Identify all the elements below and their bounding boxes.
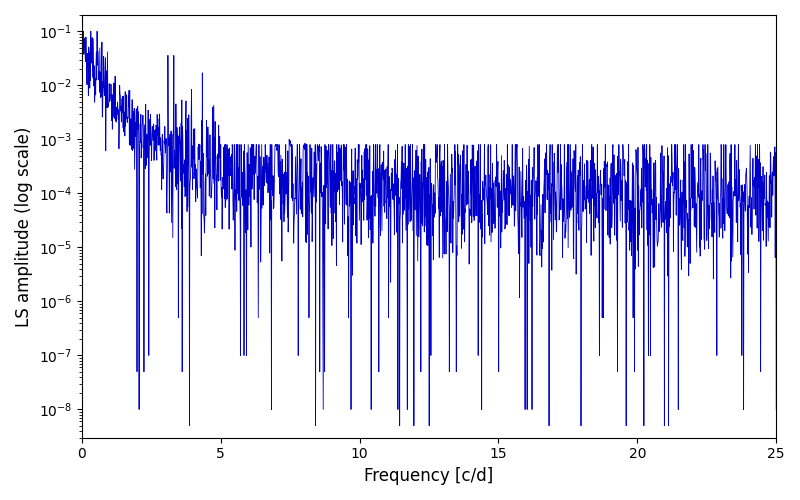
X-axis label: Frequency [c/d]: Frequency [c/d] <box>364 467 494 485</box>
Y-axis label: LS amplitude (log scale): LS amplitude (log scale) <box>15 126 33 326</box>
